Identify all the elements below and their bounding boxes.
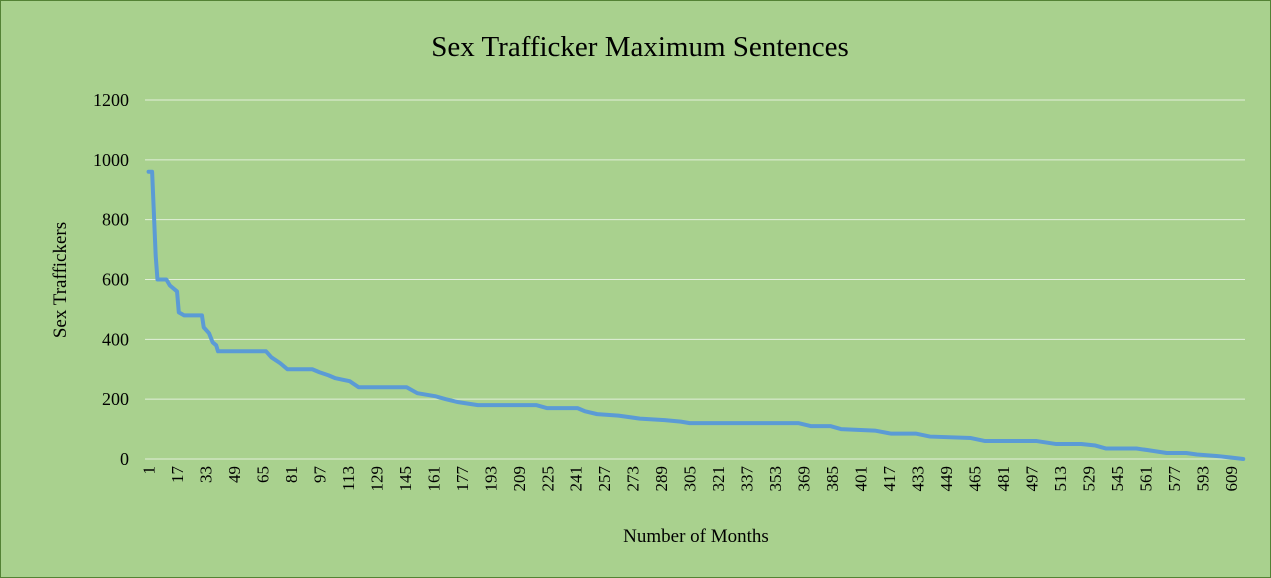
x-tick-label: 449 bbox=[937, 466, 956, 492]
x-tick-label: 321 bbox=[709, 466, 728, 492]
x-tick-label: 113 bbox=[339, 466, 358, 491]
y-tick-label: 400 bbox=[102, 329, 129, 349]
chart-title: Sex Trafficker Maximum Sentences bbox=[431, 31, 848, 63]
y-tick-label: 1200 bbox=[93, 90, 129, 110]
x-tick-label: 529 bbox=[1079, 466, 1098, 492]
x-tick-label: 225 bbox=[538, 466, 557, 492]
y-tick-label: 800 bbox=[102, 210, 129, 230]
y-tick-label: 1000 bbox=[93, 150, 129, 170]
x-tick-label: 433 bbox=[908, 466, 927, 492]
x-tick-label: 417 bbox=[880, 466, 899, 492]
x-tick-label: 1 bbox=[140, 466, 159, 475]
y-tick-label: 200 bbox=[102, 389, 129, 409]
x-tick-label: 545 bbox=[1108, 466, 1127, 492]
x-tick-label: 65 bbox=[253, 466, 272, 483]
y-axis-label: Sex Traffickers bbox=[50, 222, 71, 338]
x-tick-label: 385 bbox=[823, 466, 842, 492]
x-tick-label: 593 bbox=[1193, 466, 1212, 492]
x-tick-label: 33 bbox=[197, 466, 216, 483]
x-tick-label: 81 bbox=[282, 466, 301, 483]
x-tick-label: 465 bbox=[965, 466, 984, 492]
x-tick-label: 273 bbox=[624, 466, 643, 492]
x-tick-label: 481 bbox=[994, 466, 1013, 492]
x-tick-label: 129 bbox=[367, 466, 386, 492]
x-tick-label: 97 bbox=[310, 466, 329, 484]
x-tick-label: 609 bbox=[1222, 466, 1241, 492]
x-tick-label: 513 bbox=[1051, 466, 1070, 492]
x-tick-label: 241 bbox=[567, 466, 586, 492]
x-tick-label: 401 bbox=[852, 466, 871, 492]
x-tick-label: 17 bbox=[168, 466, 187, 484]
x-tick-label: 369 bbox=[795, 466, 814, 492]
x-tick-label: 305 bbox=[681, 466, 700, 492]
x-tick-label: 353 bbox=[766, 466, 785, 492]
x-tick-label: 577 bbox=[1165, 466, 1184, 492]
x-tick-label: 193 bbox=[481, 466, 500, 492]
x-tick-label: 145 bbox=[396, 466, 415, 492]
y-tick-label: 0 bbox=[120, 449, 129, 469]
x-axis-label: Number of Months bbox=[623, 526, 769, 547]
x-tick-label: 257 bbox=[595, 466, 614, 492]
x-tick-label: 49 bbox=[225, 466, 244, 483]
x-tick-label: 497 bbox=[1022, 466, 1041, 492]
x-tick-label: 161 bbox=[424, 466, 443, 492]
y-tick-label: 600 bbox=[102, 270, 129, 290]
x-tick-label: 289 bbox=[652, 466, 671, 492]
x-tick-label: 561 bbox=[1136, 466, 1155, 492]
x-tick-label: 209 bbox=[510, 466, 529, 492]
data-line bbox=[146, 169, 1246, 461]
x-tick-label: 337 bbox=[738, 466, 757, 492]
x-tick-label: 177 bbox=[453, 466, 472, 492]
